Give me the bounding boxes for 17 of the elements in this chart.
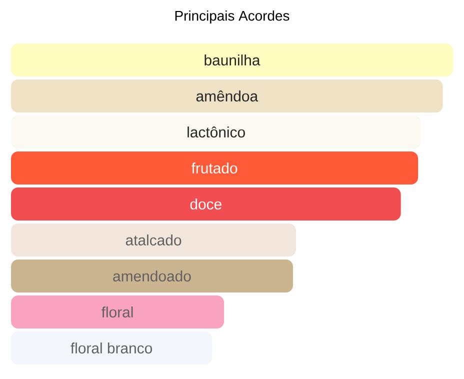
bar — [11, 224, 296, 257]
y-tick-label: amendoado — [113, 270, 191, 282]
bar — [11, 44, 454, 77]
y-tick-label: baunilha — [204, 54, 260, 66]
bar — [11, 188, 401, 221]
y-tick-label: doce — [190, 198, 222, 210]
bar — [11, 296, 224, 329]
y-tick-label: amêndoa — [196, 90, 258, 102]
bar — [11, 80, 443, 113]
bar — [11, 260, 293, 293]
bar — [11, 152, 418, 185]
y-tick-label: lactônico — [188, 126, 245, 138]
y-tick-label: floral — [102, 306, 133, 318]
y-tick-label: frutado — [192, 162, 238, 174]
y-tick-label: atalcado — [126, 234, 182, 246]
chart-title: Principais Acordes — [175, 10, 290, 24]
y-tick-label: floral branco — [70, 342, 152, 354]
